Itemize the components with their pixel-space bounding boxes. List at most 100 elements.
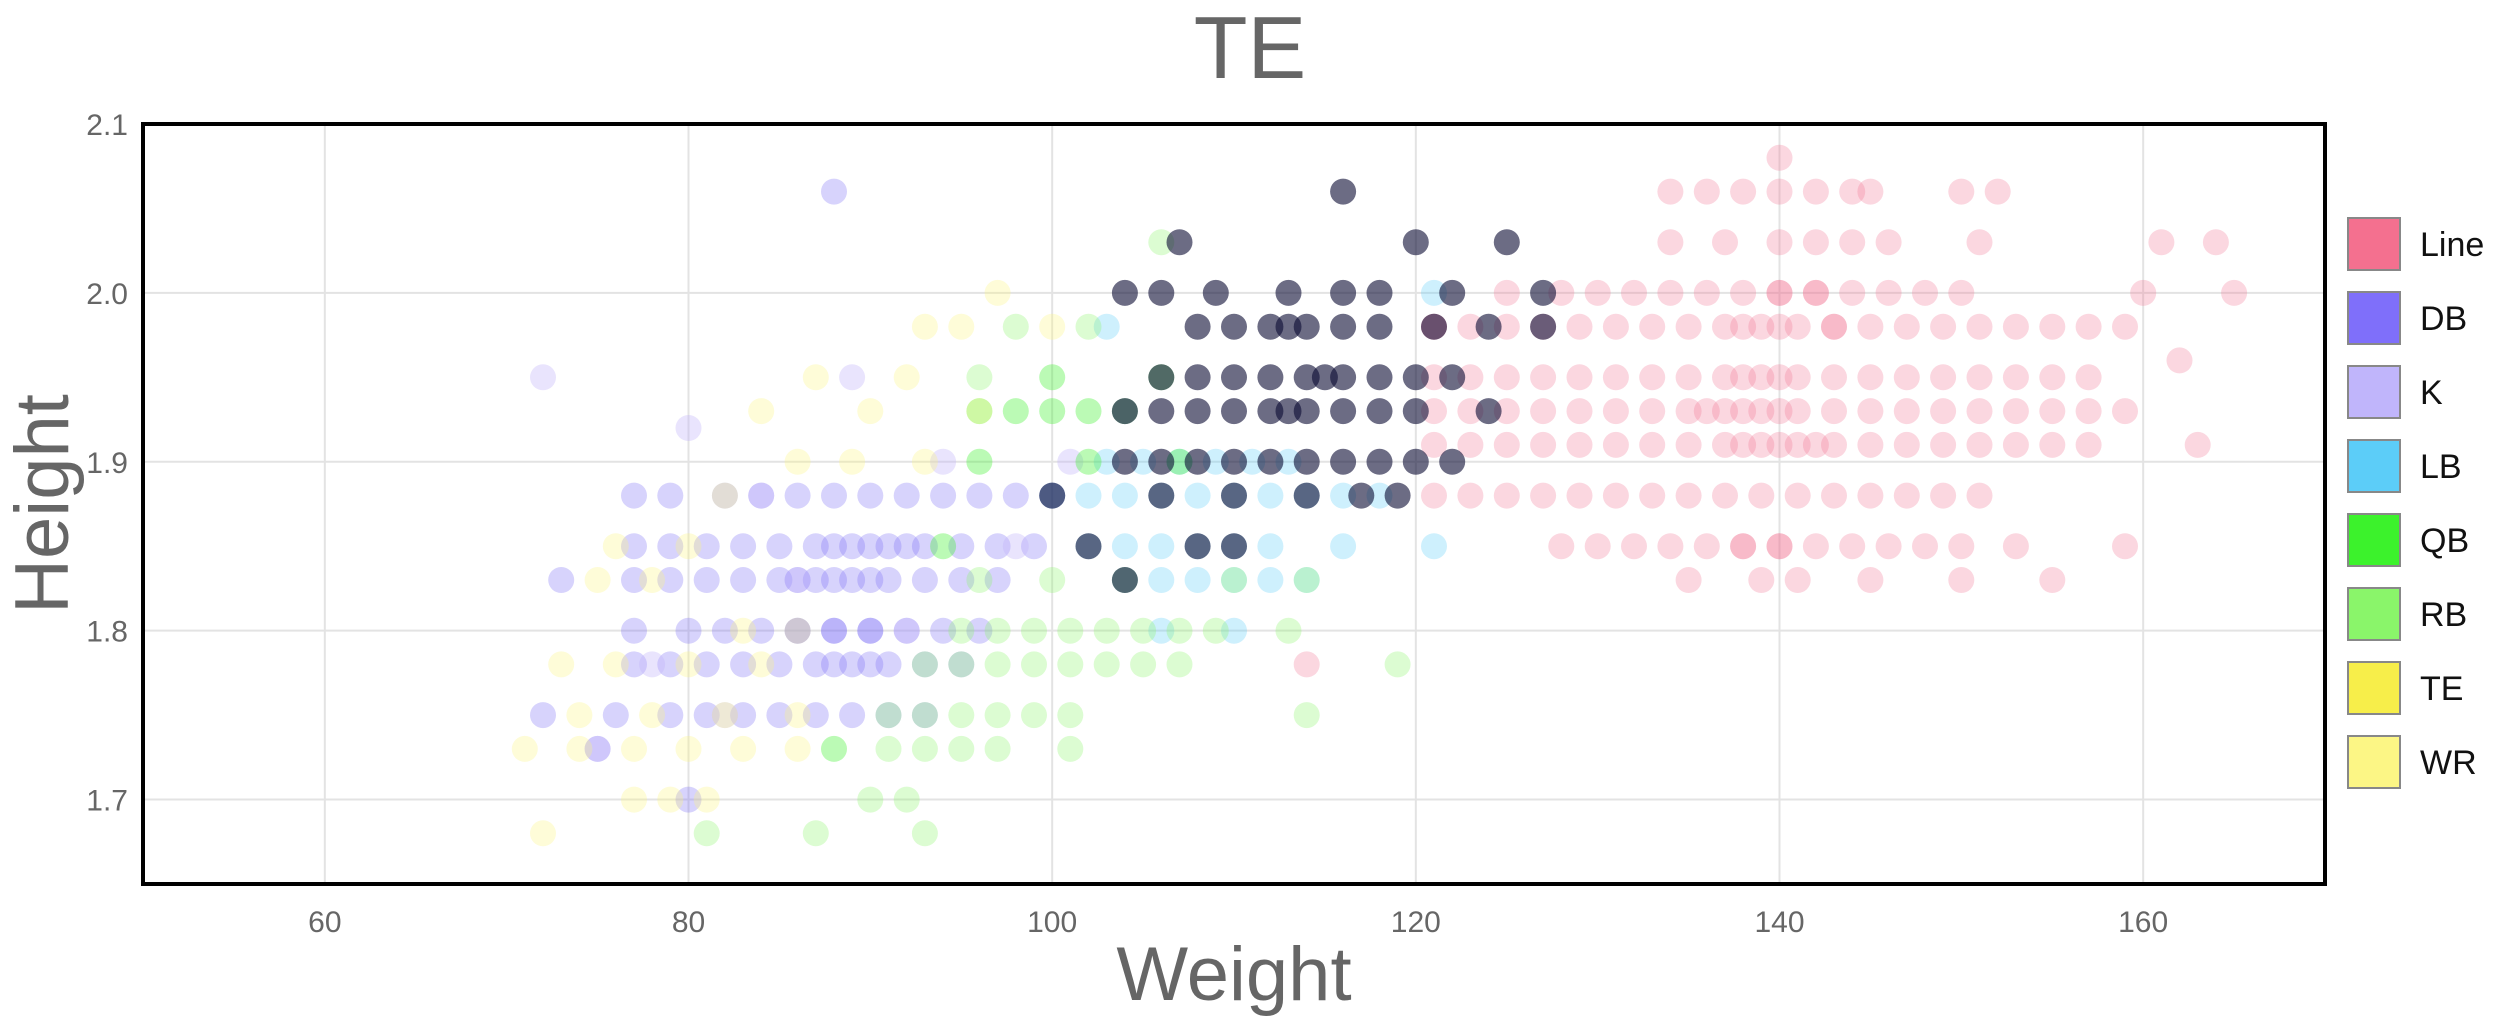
data-point	[1802, 229, 1829, 256]
legend-swatch	[2347, 513, 2401, 567]
data-point	[1493, 313, 1520, 340]
data-point	[1184, 567, 1211, 593]
data-point	[602, 702, 629, 729]
data-point	[711, 482, 738, 509]
data-point	[711, 702, 738, 729]
data-point	[875, 735, 902, 762]
data-point	[1857, 398, 1884, 425]
data-point	[1366, 279, 1393, 306]
x-tick-label: 100	[1027, 906, 1077, 939]
data-point	[1148, 448, 1175, 475]
data-point	[1748, 398, 1775, 425]
data-point	[621, 567, 647, 593]
data-point	[1330, 364, 1357, 391]
data-point	[1930, 398, 1957, 425]
data-point	[2184, 431, 2211, 458]
data-point	[1075, 533, 1102, 560]
data-point	[675, 533, 702, 560]
data-point	[2002, 533, 2029, 560]
data-point	[730, 533, 757, 560]
data-point	[621, 533, 647, 560]
data-point	[1657, 229, 1684, 256]
data-point	[657, 482, 684, 509]
data-point	[1530, 398, 1557, 425]
data-point	[2148, 229, 2175, 256]
data-point	[948, 702, 975, 729]
data-point	[948, 617, 975, 644]
data-point	[1093, 617, 1120, 644]
data-point	[966, 448, 993, 475]
data-point	[1002, 533, 1029, 560]
data-point	[1966, 398, 1993, 425]
data-point	[1257, 364, 1284, 391]
data-point	[1857, 482, 1884, 509]
data-point	[1712, 482, 1738, 509]
data-point	[802, 567, 829, 593]
data-point	[911, 533, 938, 560]
data-point	[1675, 482, 1702, 509]
data-point	[1439, 364, 1466, 391]
data-point	[2039, 567, 2066, 593]
data-point	[1148, 364, 1175, 391]
data-point	[1893, 431, 1920, 458]
data-point	[966, 398, 993, 425]
data-point	[1784, 567, 1811, 593]
data-point	[1602, 313, 1629, 340]
data-point	[1257, 398, 1284, 425]
data-point	[1439, 279, 1466, 306]
data-point	[1475, 313, 1502, 340]
legend-swatch	[2347, 291, 2401, 345]
data-point	[1402, 364, 1429, 391]
data-point	[930, 533, 957, 560]
data-point	[1839, 279, 1866, 306]
data-point	[1402, 398, 1429, 425]
data-point	[1566, 398, 1593, 425]
data-point	[984, 533, 1011, 560]
data-point	[2002, 364, 2029, 391]
data-point	[1039, 567, 1066, 593]
data-point	[2112, 533, 2138, 560]
data-point	[802, 820, 829, 847]
data-point	[1493, 431, 1520, 458]
y-tick-label: 2.1	[86, 109, 128, 142]
series-te	[1039, 178, 1557, 593]
x-axis-label: Weight	[1116, 932, 1351, 1017]
data-point	[1402, 229, 1429, 256]
data-point	[1330, 482, 1357, 509]
data-point	[748, 617, 775, 644]
data-point	[2002, 313, 2029, 340]
data-point	[2112, 398, 2138, 425]
data-point	[1802, 178, 1829, 205]
data-point	[1766, 431, 1793, 458]
data-point	[1075, 448, 1102, 475]
data-point	[875, 702, 902, 729]
data-point	[693, 533, 720, 560]
data-point	[839, 533, 866, 560]
data-point	[1821, 431, 1847, 458]
data-point	[2002, 431, 2029, 458]
data-points	[511, 144, 2248, 847]
data-point	[584, 735, 611, 762]
data-point	[2039, 398, 2066, 425]
data-point	[1893, 364, 1920, 391]
data-point	[1784, 482, 1811, 509]
data-point	[857, 617, 884, 644]
data-point	[893, 364, 920, 391]
data-point	[1039, 398, 1066, 425]
y-tick-label: 2.0	[86, 278, 128, 311]
data-point	[639, 651, 666, 678]
data-point	[657, 651, 684, 678]
data-point	[711, 482, 738, 509]
legend-swatch	[2347, 365, 2401, 419]
data-point	[1893, 313, 1920, 340]
data-point	[602, 533, 629, 560]
data-point	[1857, 313, 1884, 340]
data-point	[1093, 651, 1120, 678]
data-point	[1348, 482, 1375, 509]
data-point	[1257, 482, 1284, 509]
data-point	[1221, 617, 1247, 644]
x-tick-label: 140	[1754, 906, 1804, 939]
data-point	[693, 820, 720, 847]
legend-label: TE	[2420, 670, 2463, 708]
data-point	[802, 651, 829, 678]
